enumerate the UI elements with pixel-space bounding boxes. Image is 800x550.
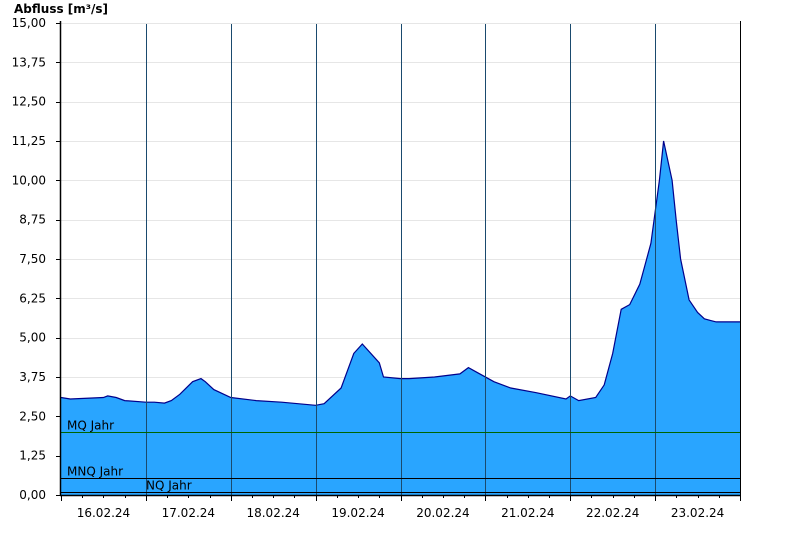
y-tick-label: 12,50 [12,95,46,109]
x-tick-label: 21.02.24 [501,506,554,520]
reference-line-layer: MQ Jahr MNQ Jahr NQ Jahr [61,419,740,493]
y-tick-label: 2,50 [19,409,46,423]
x-tick-label: 16.02.24 [77,506,130,520]
x-tick-label: 17.02.24 [162,506,215,520]
y-tick-label: 7,50 [19,252,46,266]
reference-line-label: MQ Jahr [67,419,114,433]
x-tick-label: 18.02.24 [246,506,299,520]
x-tick-label: 19.02.24 [331,506,384,520]
y-tick-label: 11,25 [12,134,46,148]
discharge-line [60,140,740,406]
y-tick-label: 8,75 [19,213,46,227]
x-tick-label: 23.02.24 [671,506,724,520]
y-axis-title: Abfluss [m³/s] [14,2,108,16]
reference-line-label: MNQ Jahr [67,465,123,479]
y-tick-label: 13,75 [12,55,46,69]
y-tick-label: 3,75 [19,370,46,384]
y-tick-label: 0,00 [19,488,46,502]
day-boundary-layer [146,24,656,495]
y-tick-label: 10,00 [12,173,46,187]
y-tick-label: 15,00 [12,16,46,30]
y-tick-label: 1,25 [19,449,46,463]
reference-line-label: NQ Jahr [146,479,192,493]
y-tick-layer: 15,00 13,75 12,50 11,25 10,00 8,75 7,50 6,25 5,0… [12,16,61,502]
x-tick-layer: 16.02.24 17.02.24 18.02.24 19.02.24 20.02.24… [61,495,741,520]
y-tick-label: 6,25 [19,291,46,305]
y-tick-label: 5,00 [19,331,46,345]
x-tick-label: 22.02.24 [586,506,639,520]
x-tick-label: 20.02.24 [416,506,469,520]
